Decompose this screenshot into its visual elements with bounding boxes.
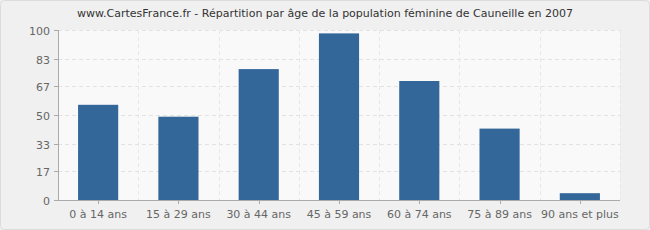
bar (158, 117, 198, 200)
bar (480, 129, 520, 200)
y-tick-label: 0 (43, 195, 50, 208)
grid-line-vertical (620, 30, 621, 200)
y-tick-label: 100 (29, 25, 50, 38)
x-tick-label: 90 ans et plus (541, 208, 619, 221)
grid-line-vertical (219, 30, 220, 200)
y-axis (58, 30, 59, 200)
y-tick (54, 86, 58, 87)
y-tick-label: 83 (36, 54, 50, 67)
x-tick (419, 200, 420, 204)
background (1, 1, 650, 230)
bar (319, 33, 359, 200)
bar (560, 193, 600, 200)
y-tick (54, 144, 58, 145)
grid-line-vertical (58, 30, 59, 200)
bar (239, 69, 279, 200)
chart: www.CartesFrance.fr - Répartition par âg… (0, 0, 650, 230)
x-tick-label: 15 à 29 ans (146, 208, 211, 221)
y-tick (54, 200, 58, 201)
y-tick-label: 67 (36, 81, 50, 94)
x-tick-label: 60 à 74 ans (387, 208, 452, 221)
x-tick-label: 45 à 59 ans (307, 208, 372, 221)
x-tick (580, 200, 581, 204)
x-tick (339, 200, 340, 204)
x-tick (259, 200, 260, 204)
bar (78, 105, 118, 200)
plot-area (58, 30, 620, 200)
x-tick-label: 0 à 14 ans (69, 208, 127, 221)
grid-line-vertical (299, 30, 300, 200)
bars (78, 33, 600, 200)
y-tick (54, 30, 58, 31)
grid-line-vertical (138, 30, 139, 200)
x-tick (178, 200, 179, 204)
x-tick (500, 200, 501, 204)
grid-line-vertical (459, 30, 460, 200)
grid-line-vertical (379, 30, 380, 200)
y-tick-label: 17 (36, 166, 50, 179)
x-tick-label: 30 à 44 ans (226, 208, 291, 221)
x-tick (98, 200, 99, 204)
y-tick (54, 115, 58, 116)
title: www.CartesFrance.fr - Répartition par âg… (77, 7, 573, 20)
grid-line-vertical (540, 30, 541, 200)
grid-line (58, 30, 620, 31)
bar (399, 81, 439, 200)
y-tick-label: 50 (36, 110, 50, 123)
y-tick-label: 33 (36, 139, 50, 152)
y-tick (54, 59, 58, 60)
x-tick-label: 75 à 89 ans (467, 208, 532, 221)
y-tick (54, 171, 58, 172)
